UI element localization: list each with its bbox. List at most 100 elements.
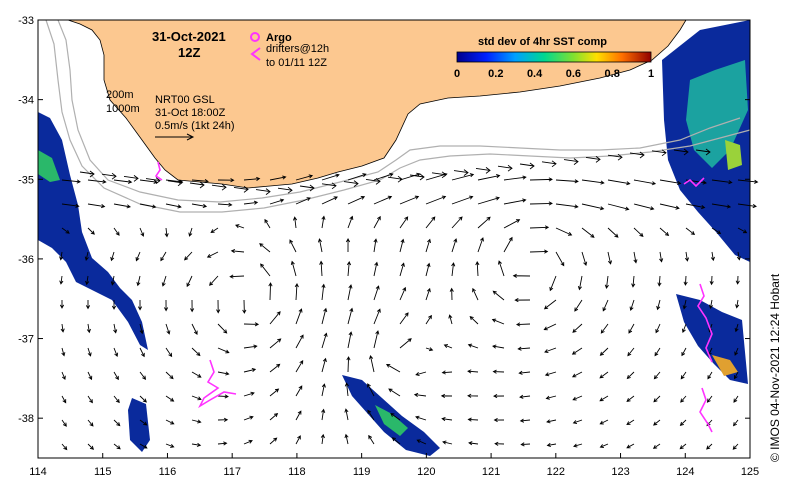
x-tick-label: 121	[482, 466, 500, 478]
current-vector	[295, 308, 303, 325]
current-vector	[733, 395, 739, 403]
sst-patch-east-green	[686, 60, 748, 168]
current-vector	[544, 371, 557, 377]
current-vector	[233, 186, 249, 193]
current-vector	[87, 179, 107, 184]
current-vector	[629, 151, 645, 159]
drifter-track-3	[683, 177, 705, 188]
current-vector	[295, 334, 304, 349]
sst-patch-southeast-warm	[712, 355, 738, 376]
current-vector	[503, 236, 513, 253]
current-vector	[161, 275, 167, 287]
current-vector	[399, 195, 420, 205]
sst-patch-southwest	[128, 398, 150, 452]
current-vector	[653, 395, 661, 403]
current-vector	[191, 371, 202, 378]
current-vector	[269, 437, 278, 445]
speed-ref-label: 0.5m/s (1kt 24h)	[155, 120, 234, 132]
current-vector	[243, 322, 260, 327]
current-vector	[344, 382, 349, 397]
current-vector	[229, 274, 245, 279]
current-vector	[574, 299, 583, 312]
current-vector	[734, 347, 739, 356]
speed-ref-arrow	[155, 133, 195, 141]
current-vector	[299, 184, 315, 192]
current-vector	[373, 215, 381, 229]
colorbar-tick-label: 1	[648, 68, 654, 80]
current-vector	[295, 174, 314, 181]
current-vector	[139, 227, 145, 237]
drifter-track-2	[198, 359, 237, 409]
current-vector	[626, 371, 635, 380]
current-vector	[399, 262, 405, 277]
current-vector	[607, 251, 613, 265]
current-vector	[79, 170, 95, 178]
current-vector	[87, 203, 106, 209]
sst-patch-west	[38, 112, 148, 350]
current-vector	[628, 323, 635, 334]
current-vector	[139, 443, 148, 449]
argo-icon	[250, 32, 260, 42]
y-tick-label: -34	[18, 95, 34, 107]
current-vector	[110, 251, 115, 262]
current-vector	[321, 283, 326, 301]
current-vector	[113, 395, 120, 404]
current-vector	[572, 419, 583, 424]
current-vector	[320, 433, 325, 445]
current-vector	[529, 177, 553, 182]
current-vector	[269, 198, 285, 205]
current-vector	[577, 275, 583, 291]
colorbar-title: std dev of 4hr SST comp	[478, 36, 607, 48]
current-vector	[165, 443, 175, 448]
current-vector	[440, 393, 453, 398]
current-vector	[441, 370, 453, 375]
date-title: 31-Oct-2021	[152, 29, 226, 44]
current-vector	[191, 203, 208, 208]
current-vector	[60, 323, 65, 333]
current-vector	[206, 251, 219, 258]
colorbar-gradient	[456, 51, 652, 63]
current-vector	[319, 260, 324, 277]
current-vector	[217, 202, 233, 207]
current-vector	[321, 332, 328, 349]
colorbar-tick-label: 0	[454, 68, 460, 80]
current-vector	[189, 181, 205, 189]
current-vector	[61, 179, 81, 184]
current-vector	[269, 363, 281, 373]
current-vector	[599, 419, 609, 425]
current-vector	[653, 371, 661, 380]
colorbar-tick-label: 0.6	[566, 68, 581, 80]
current-vector	[541, 160, 557, 168]
current-vector	[186, 275, 193, 288]
current-vector	[268, 282, 273, 301]
current-vector	[581, 251, 588, 267]
current-vector	[61, 443, 68, 451]
current-vector	[737, 179, 759, 184]
current-vector	[732, 419, 739, 427]
current-vector	[165, 323, 171, 335]
current-vector	[87, 419, 94, 427]
current-vector	[607, 227, 619, 238]
current-vector	[467, 369, 479, 374]
current-vector	[190, 299, 195, 313]
current-vector	[626, 395, 635, 402]
current-vector	[626, 419, 635, 426]
current-vector	[345, 238, 351, 253]
current-vector	[425, 262, 431, 277]
current-vector	[627, 347, 635, 357]
current-vector	[679, 419, 687, 426]
current-vector	[529, 249, 549, 254]
current-vector	[367, 409, 375, 421]
current-vector	[656, 299, 661, 311]
current-vector	[425, 195, 447, 205]
current-vector	[431, 171, 447, 179]
current-vector	[413, 392, 427, 398]
colorbar-tick-label: 0.8	[605, 68, 620, 80]
current-vector	[710, 251, 715, 262]
current-vector	[85, 299, 91, 310]
current-vector	[684, 251, 690, 262]
x-tick-label: 116	[159, 466, 177, 478]
current-vector	[503, 175, 527, 181]
colorbar-ticks: 0 0.2 0.4 0.6 0.8 1	[454, 68, 654, 80]
